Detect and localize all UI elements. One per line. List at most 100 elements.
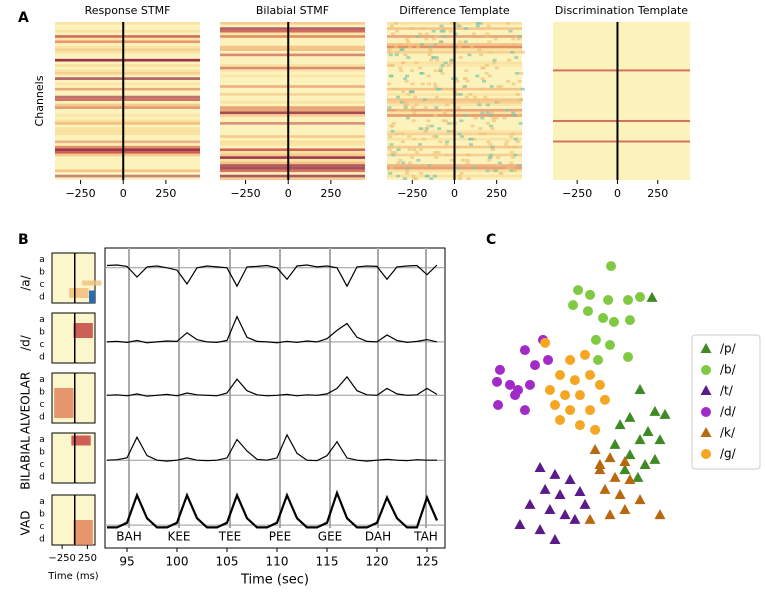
heatmap-cell [434, 56, 439, 59]
heatmap-cell [444, 143, 449, 146]
heatmap-row [220, 151, 365, 154]
marker [606, 261, 617, 272]
heatmap-cell [511, 43, 516, 46]
legend-label: /t/ [720, 384, 734, 398]
heatmap-cell [423, 106, 428, 109]
heatmap-cell [458, 93, 463, 96]
heatmap-cell [415, 35, 420, 38]
marker [555, 415, 566, 425]
heatmap-cell [393, 22, 398, 25]
heatmap-cell [420, 27, 425, 30]
marker [540, 337, 551, 348]
marker [579, 498, 591, 509]
marker [599, 483, 611, 494]
heatmap-row [220, 148, 365, 152]
heatmap-cell [389, 151, 394, 154]
heatmap-cell [435, 58, 440, 62]
heatmap-row [220, 101, 365, 104]
heatmap-cell [516, 164, 521, 167]
heatmap-cell [492, 61, 497, 65]
heatmap-cell [504, 140, 509, 144]
heatmap-cell [388, 74, 393, 78]
heatmap-cell [396, 174, 401, 178]
heatmap-cell [473, 116, 478, 120]
y-tick-label: c [40, 460, 45, 470]
marker [534, 524, 546, 535]
heatmap-cell [411, 106, 416, 109]
heatmap-row [55, 106, 200, 109]
heatmap-cell [403, 101, 408, 104]
row-label: /a/ [19, 274, 33, 290]
heatmap-cell [450, 87, 455, 91]
heatmap-cell [413, 95, 418, 99]
heatmap-cell [443, 61, 448, 65]
heatmap-cell [484, 64, 489, 67]
marker [549, 534, 561, 544]
heatmap-cell [446, 129, 451, 133]
marker [574, 390, 585, 401]
marker [654, 509, 666, 520]
heatmap-cell [419, 43, 424, 46]
marker [701, 365, 711, 375]
heatmap-cell [388, 53, 393, 57]
trace [106, 375, 438, 397]
heatmap-cell [438, 40, 443, 44]
heatmap-row [220, 35, 365, 38]
y-tick-label: d [39, 352, 45, 362]
marker [649, 405, 661, 416]
heatmap-cell [498, 85, 503, 88]
heatmap-cell [411, 27, 416, 30]
heatmap-row [55, 72, 200, 75]
heatmap-cell [432, 114, 437, 117]
heatmap-cell [496, 85, 501, 88]
heatmap-row [55, 98, 200, 101]
heatmap-row [553, 119, 690, 122]
heatmap-cell [477, 103, 482, 107]
marker [565, 355, 576, 365]
heatmap-cell [463, 114, 468, 117]
marker [580, 349, 590, 360]
heatmap-row [55, 169, 200, 173]
heatmap-row [220, 27, 365, 30]
marker [559, 509, 571, 520]
marker [590, 334, 601, 345]
heatmap-cell [407, 135, 412, 138]
heatmap-cell [433, 69, 438, 73]
marker [544, 504, 556, 514]
heatmap-row [55, 153, 200, 157]
marker [623, 352, 634, 362]
heatmap-cell [455, 145, 460, 149]
heatmap-cell [403, 77, 408, 80]
heatmap-cell [465, 153, 470, 157]
heatmap-cell [459, 172, 464, 175]
heatmap-cell [511, 37, 516, 41]
trace [106, 315, 438, 344]
heatmap-cell [426, 74, 431, 78]
heatmap-row [220, 32, 365, 36]
heatmap-cell [389, 166, 394, 170]
heatmap-row [220, 93, 365, 96]
heatmap-cell [484, 98, 489, 101]
heatmap-cell [457, 132, 462, 136]
template-cell [73, 323, 93, 338]
heatmap-cell [457, 45, 462, 49]
heatmap-cell [463, 40, 468, 44]
heatmap-cell [428, 50, 433, 54]
heatmap-cell [425, 174, 430, 178]
heatmap-cell [423, 129, 428, 133]
heatmap-row [55, 174, 200, 178]
heatmap-cell [403, 106, 408, 109]
heatmap-cell [387, 50, 392, 54]
heatmap-cell [431, 56, 436, 59]
heatmap-cell [466, 177, 471, 180]
heatmap-cell [504, 108, 509, 112]
heatmap-row [55, 145, 200, 149]
heatmap-row [55, 140, 200, 144]
marker [585, 370, 596, 380]
heatmap-row [220, 66, 365, 70]
heatmap-cell [426, 119, 431, 123]
heatmap-cell [497, 161, 502, 165]
heatmap-row [220, 143, 365, 146]
heatmap-row [55, 45, 200, 49]
heatmap-row [55, 22, 200, 25]
